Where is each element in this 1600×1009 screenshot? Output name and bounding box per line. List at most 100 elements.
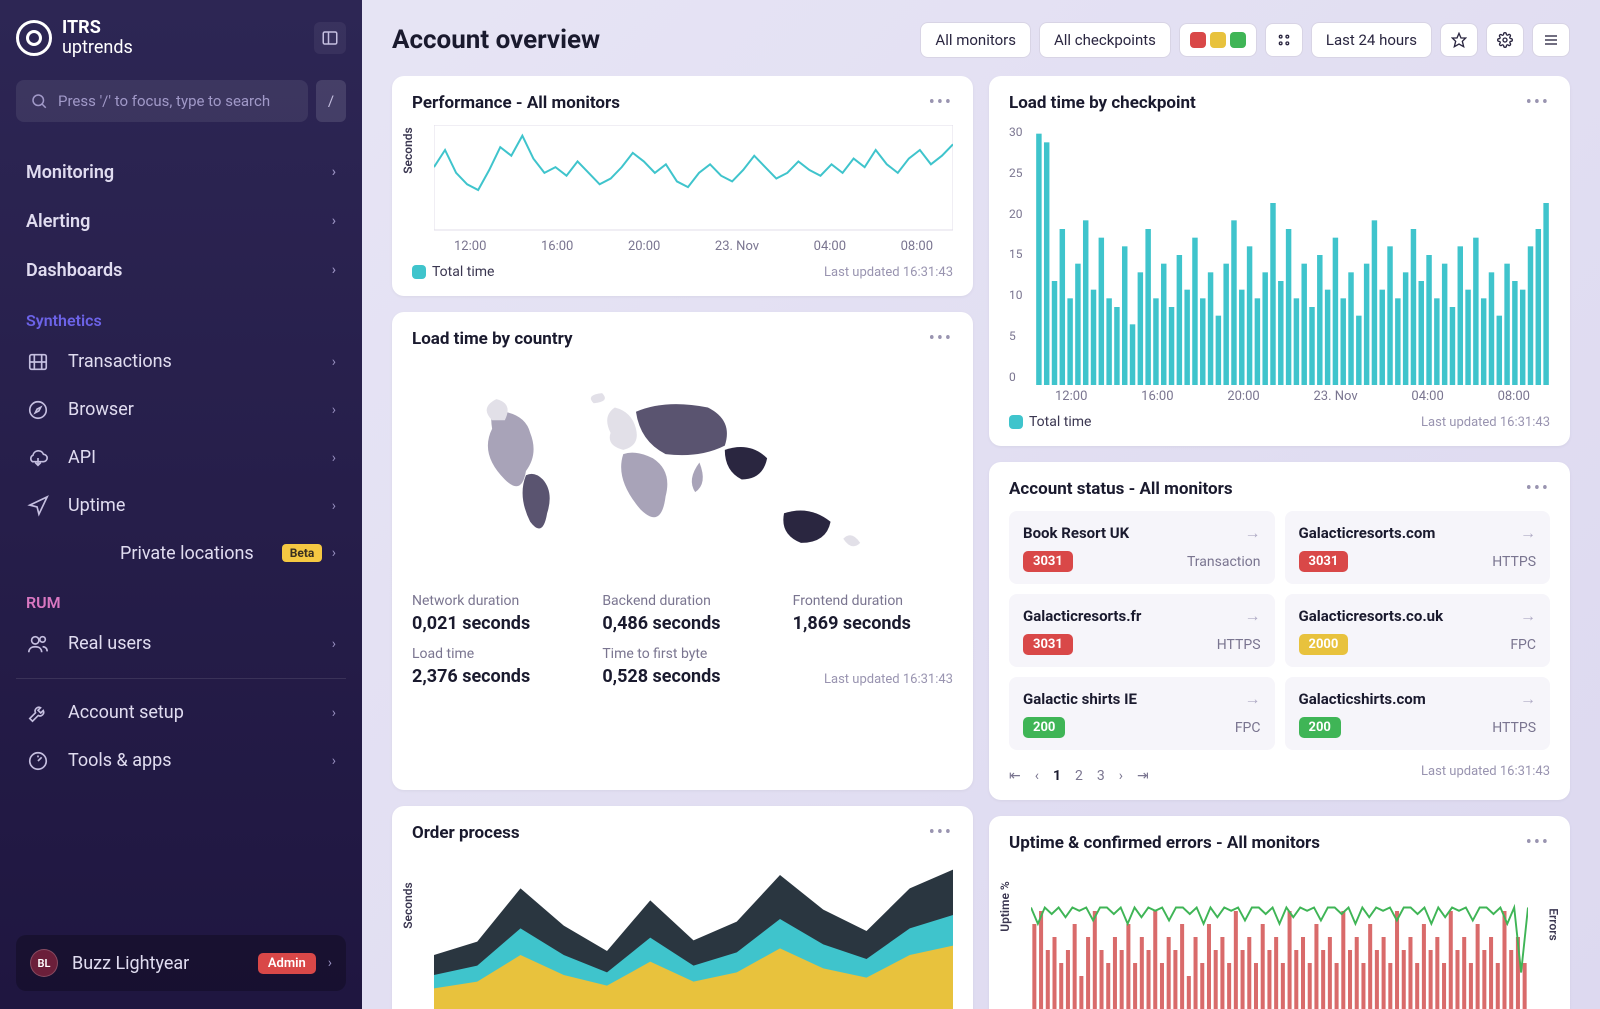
compass-icon — [26, 399, 50, 421]
menu-icon — [1543, 32, 1559, 48]
search-input[interactable]: Press '/' to focus, type to search — [16, 80, 308, 122]
users-icon — [26, 633, 50, 655]
nav-real-users[interactable]: Real users› — [16, 620, 346, 668]
status-dot — [1190, 32, 1206, 48]
filter-monitors[interactable]: All monitors — [920, 22, 1031, 58]
cloud-icon — [26, 447, 50, 469]
card-menu-button[interactable]: ••• — [929, 328, 953, 349]
y-axis-label-left: Uptime % — [998, 881, 1012, 932]
filter-checkpoints[interactable]: All checkpoints — [1039, 22, 1171, 58]
y-tick: 30 — [1009, 125, 1023, 139]
chevron-right-icon: › — [332, 636, 336, 652]
nav-transactions[interactable]: Transactions› — [16, 338, 346, 386]
x-tick: 16:00 — [541, 239, 573, 254]
arrow-right-icon: → — [1245, 689, 1261, 709]
status-item[interactable]: Book Resort UK→3031Transaction — [1009, 511, 1275, 584]
arrow-right-icon: → — [1520, 606, 1536, 626]
panel-left-icon — [321, 29, 339, 47]
last-updated: Last updated 16:31:43 — [824, 265, 953, 280]
nav-account-setup[interactable]: Account setup› — [16, 689, 346, 737]
page-title: Account overview — [392, 25, 600, 55]
y-tick: 15 — [1009, 247, 1023, 261]
collapse-sidebar-button[interactable] — [314, 22, 346, 54]
status-item[interactable]: Galacticshirts.com→200HTTPS — [1285, 677, 1551, 750]
grid-icon — [1276, 32, 1292, 48]
topbar: Account overview All monitors All checkp… — [362, 0, 1600, 76]
pager-page[interactable]: 3 — [1097, 768, 1105, 784]
x-tick: 20:00 — [1227, 389, 1259, 404]
card-menu-button[interactable]: ••• — [1526, 92, 1550, 113]
card-menu-button[interactable]: ••• — [1526, 478, 1550, 499]
x-tick: 20:00 — [628, 239, 660, 254]
search-icon — [30, 92, 48, 110]
main: Account overview All monitors All checkp… — [362, 0, 1600, 1009]
user-menu[interactable]: BL Buzz Lightyear Admin › — [16, 935, 346, 991]
pager-prev[interactable]: ⇤ — [1009, 768, 1021, 784]
logo-text: ITRSuptrends — [62, 18, 133, 58]
arrow-right-icon: → — [1245, 606, 1261, 626]
nav-dashboards[interactable]: Dashboards› — [16, 246, 346, 295]
favorite-button[interactable] — [1440, 23, 1478, 57]
status-item[interactable]: Galacticresorts.co.uk→2000FPC — [1285, 594, 1551, 667]
logo[interactable]: ITRSuptrends — [16, 18, 133, 58]
divider — [16, 678, 346, 679]
pager-next[interactable]: ⇥ — [1137, 768, 1149, 784]
card-menu-button[interactable]: ••• — [929, 92, 953, 113]
grid-view-button[interactable] — [1265, 23, 1303, 57]
settings-button[interactable] — [1486, 23, 1524, 57]
y-tick: 25 — [1009, 166, 1023, 180]
chevron-right-icon: › — [328, 955, 332, 971]
card-menu-button[interactable]: ••• — [929, 822, 953, 843]
x-tick: 04:00 — [814, 239, 846, 254]
metric-backend-duration: Backend duration0,486 seconds — [602, 593, 762, 634]
status-item[interactable]: Galactic shirts IE→200FPC — [1009, 677, 1275, 750]
card-account-status: Account status - All monitors ••• Book R… — [989, 462, 1570, 800]
nav-uptime[interactable]: Uptime› — [16, 482, 346, 530]
card-uptime-errors: Uptime & confirmed errors - All monitors… — [989, 816, 1570, 1009]
card-title: Account status - All monitors — [1009, 479, 1233, 499]
search-placeholder: Press '/' to focus, type to search — [58, 92, 270, 110]
world-map — [412, 361, 953, 581]
nav-browser[interactable]: Browser› — [16, 386, 346, 434]
nav-api[interactable]: API› — [16, 434, 346, 482]
nav-monitoring[interactable]: Monitoring› — [16, 148, 346, 197]
menu-button[interactable] — [1532, 23, 1570, 57]
card-country: Load time by country ••• Network duratio… — [392, 312, 973, 790]
top-controls: All monitors All checkpoints Last 24 hou… — [920, 22, 1570, 58]
order-area-chart — [434, 855, 953, 1009]
pager-prev[interactable]: ‹ — [1035, 768, 1039, 784]
status-filter[interactable] — [1179, 23, 1257, 57]
status-item[interactable]: Galacticresorts.com→3031HTTPS — [1285, 511, 1551, 584]
status-item[interactable]: Galacticresorts.fr→3031HTTPS — [1009, 594, 1275, 667]
pager-next[interactable]: › — [1119, 768, 1123, 784]
chevron-right-icon: › — [332, 450, 336, 466]
x-tick: 04:00 — [1411, 389, 1443, 404]
star-icon — [1451, 32, 1467, 48]
nav-private-locations[interactable]: Private locationsBeta› — [16, 530, 346, 577]
last-updated: Last updated 16:31:43 — [1421, 415, 1550, 430]
card-checkpoint: Load time by checkpoint ••• 302520151050… — [989, 76, 1570, 446]
beta-badge: Beta — [282, 544, 323, 562]
metric-load-time: Load time2,376 seconds — [412, 646, 572, 687]
x-tick: 12:00 — [454, 239, 486, 254]
nav-tools-&-apps[interactable]: Tools & apps› — [16, 737, 346, 785]
chevron-right-icon: › — [332, 705, 336, 721]
nav-alerting[interactable]: Alerting› — [16, 197, 346, 246]
avatar: BL — [30, 949, 58, 977]
chevron-right-icon: › — [332, 753, 336, 769]
card-order-process: Order process ••• Seconds 12:0016:0020:0… — [392, 806, 973, 1009]
x-tick: 08:00 — [1498, 389, 1530, 404]
uptime-errors-chart — [1031, 865, 1528, 1009]
card-performance: Performance - All monitors ••• Seconds 1… — [392, 76, 973, 296]
y-axis-label: Seconds — [401, 882, 415, 928]
pager-page[interactable]: 2 — [1075, 768, 1083, 784]
x-tick: 16:00 — [1141, 389, 1173, 404]
pager-page[interactable]: 1 — [1053, 768, 1061, 784]
legend-total-time: Total time — [1009, 414, 1091, 430]
pagination: ⇤ ‹ 123 › ⇥ — [1009, 768, 1149, 784]
timerange-filter[interactable]: Last 24 hours — [1311, 22, 1432, 58]
card-title: Load time by checkpoint — [1009, 93, 1196, 113]
x-tick: 12:00 — [1055, 389, 1087, 404]
card-menu-button[interactable]: ••• — [1526, 832, 1550, 853]
search-shortcut-key: / — [316, 80, 346, 122]
